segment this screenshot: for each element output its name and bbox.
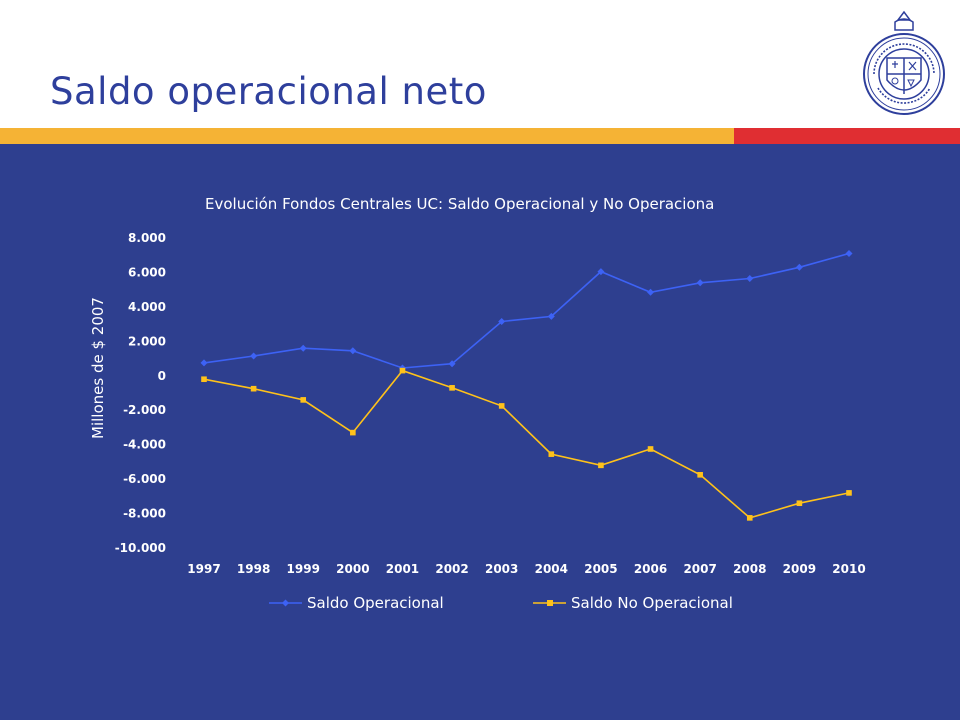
y-tick-label: 4.000 — [128, 300, 166, 314]
line-chart: Evolución Fondos Centrales UC: Saldo Ope… — [89, 195, 866, 612]
university-seal-icon — [863, 10, 945, 115]
data-point-saldo-no-operacional-1999 — [300, 397, 307, 403]
data-point-saldo-no-operacional-2010 — [846, 490, 852, 496]
data-point-saldo-no-operacional-1997 — [201, 376, 207, 383]
slide-header: Saldo operacional neto — [0, 0, 960, 128]
data-point-saldo-no-operacional-2008 — [746, 515, 753, 521]
slide-title: Saldo operacional neto — [50, 70, 487, 113]
x-tick-label: 2003 — [485, 562, 518, 576]
data-point-saldo-operacional-2003 — [498, 318, 506, 326]
x-tick-label: 2002 — [435, 562, 468, 576]
data-point-saldo-no-operacional-1998 — [250, 385, 257, 392]
x-tick-label: 2004 — [535, 562, 568, 576]
data-point-saldo-no-operacional-2009 — [796, 500, 803, 507]
data-point-saldo-no-operacional-2002 — [449, 385, 455, 391]
data-point-saldo-no-operacional-2005 — [598, 462, 604, 469]
y-tick-label: -6.000 — [123, 472, 166, 486]
series-saldo-operacional — [200, 250, 853, 372]
x-tick-label: 2005 — [584, 562, 617, 576]
x-tick-label: 2001 — [386, 562, 419, 576]
header-accent-bar-red — [734, 128, 960, 144]
data-point-saldo-no-operacional-2006 — [647, 446, 654, 452]
legend-item-saldo-no-operacional: Saldo No Operacional — [533, 594, 733, 612]
y-tick-label: 0 — [158, 369, 166, 383]
y-tick-label: 2.000 — [128, 334, 166, 348]
legend-label-saldo-no-operacional: Saldo No Operacional — [571, 594, 733, 612]
x-tick-label: 1997 — [187, 562, 220, 576]
data-point-saldo-operacional-1999 — [299, 344, 307, 352]
legend-item-saldo-operacional: Saldo Operacional — [269, 594, 444, 612]
data-point-saldo-no-operacional-2001 — [399, 367, 406, 374]
data-point-saldo-no-operacional-2007 — [697, 472, 703, 478]
x-tick-label: 2010 — [832, 562, 865, 576]
data-point-saldo-operacional-2002 — [448, 360, 456, 368]
x-axis-ticks: 1997 1998 1999 2000 2001 2002 2003 2004 2005 2006… — [187, 562, 865, 576]
data-point-saldo-operacional-1997 — [200, 359, 208, 367]
x-tick-label: 1999 — [287, 562, 320, 576]
data-point-saldo-operacional-2000 — [349, 347, 357, 355]
data-point-saldo-operacional-2007 — [696, 279, 704, 287]
y-tick-label: -10.000 — [115, 541, 166, 555]
chart-panel: Evolución Fondos Centrales UC: Saldo Ope… — [0, 144, 960, 720]
y-axis-label: Millones de $ 2007 — [89, 297, 107, 439]
series-line-saldo-no-operacional — [203, 369, 850, 519]
y-axis-ticks: 8.000 6.000 4.000 2.000 0 -2.000 -4.000 -6.000 -… — [115, 231, 166, 555]
x-tick-label: 2007 — [683, 562, 716, 576]
y-tick-label: -8.000 — [123, 507, 166, 521]
data-point-saldo-operacional-2010 — [845, 250, 853, 257]
data-point-saldo-operacional-2005 — [597, 268, 605, 276]
x-tick-label: 2006 — [634, 562, 667, 576]
y-tick-label: -2.000 — [123, 403, 166, 417]
data-point-saldo-operacional-2009 — [795, 263, 803, 271]
x-tick-label: 2008 — [733, 562, 766, 576]
legend-marker-saldo-no-operacional — [547, 600, 553, 606]
series-saldo-no-operacional — [201, 367, 852, 521]
legend-label-saldo-operacional: Saldo Operacional — [307, 594, 444, 612]
x-tick-label: 2009 — [783, 562, 816, 576]
y-tick-label: 8.000 — [128, 231, 166, 245]
data-point-saldo-no-operacional-2000 — [350, 429, 356, 436]
data-point-saldo-operacional-1998 — [250, 352, 258, 360]
data-point-saldo-operacional-2004 — [547, 312, 555, 320]
header-accent-bar-orange — [0, 128, 734, 144]
series-layer — [200, 250, 853, 521]
y-tick-label: 6.000 — [128, 265, 166, 279]
series-line-saldo-operacional — [203, 252, 850, 369]
data-point-saldo-no-operacional-2004 — [548, 451, 555, 457]
x-tick-label: 1998 — [237, 562, 270, 576]
data-point-saldo-operacional-2006 — [647, 288, 655, 296]
data-point-saldo-operacional-2008 — [746, 274, 754, 282]
x-tick-label: 2000 — [336, 562, 369, 576]
legend: Saldo Operacional Saldo No Operacional — [269, 594, 733, 612]
legend-marker-saldo-operacional — [282, 599, 289, 607]
y-tick-label: -4.000 — [123, 438, 166, 452]
chart-title: Evolución Fondos Centrales UC: Saldo Ope… — [205, 195, 714, 213]
data-point-saldo-no-operacional-2003 — [498, 403, 505, 409]
